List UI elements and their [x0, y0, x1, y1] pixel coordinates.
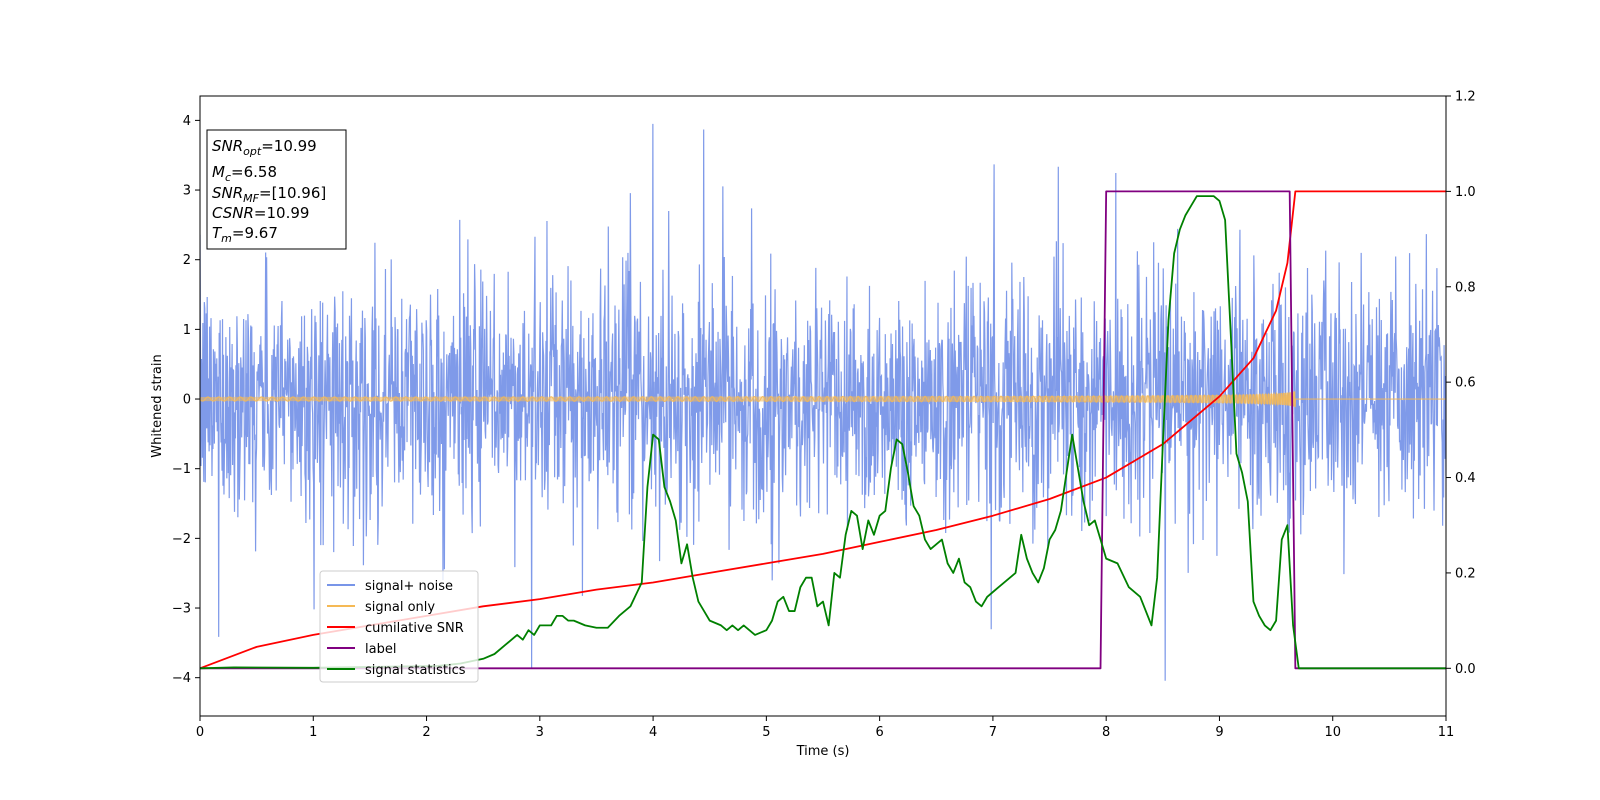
y-left-tick-label: −2: [172, 532, 191, 547]
x-tick-label: 8: [1102, 725, 1110, 740]
y-right-tick-label: 0.2: [1455, 566, 1476, 581]
x-tick-label: 0: [196, 725, 204, 740]
y-right-tick-label: 0.8: [1455, 280, 1476, 295]
info-snr-mf-value: =[10.96]: [259, 184, 326, 202]
legend-entry-signal-statistics: signal statistics: [327, 663, 466, 678]
y-left-tick-label: −4: [172, 671, 191, 686]
x-tick-label: 4: [649, 725, 657, 740]
legend: signal+ noise signal only cumilative SNR…: [319, 570, 479, 683]
y-left-tick-label: −3: [172, 602, 191, 617]
y-right-tick-label: 1.2: [1455, 90, 1476, 105]
axes: 0 1 2 3 4 5 6 7 8 9 10 11 −4 −3 −2 −1 0 1 2 3 4 0.0 0.2 0.4 0.6 0…: [172, 90, 1476, 741]
info-snr-mf: SNRMF=[10.96]: [212, 184, 326, 205]
legend-label-signal-statistics: signal statistics: [365, 663, 466, 678]
info-box: SNRopt=10.99 Mc=6.58 SNRMF=[10.96] CSNR=…: [206, 129, 347, 250]
y-right-tick-label: 1.0: [1455, 185, 1476, 200]
x-tick-label: 9: [1215, 725, 1223, 740]
info-csnr: CSNR=10.99: [212, 204, 309, 222]
x-axis-label: Time (s): [796, 744, 850, 759]
info-snr-opt-value: =10.99: [261, 137, 317, 155]
y-left-tick-label: 2: [183, 253, 191, 268]
x-tick-label: 2: [422, 725, 430, 740]
x-tick-label: 3: [536, 725, 544, 740]
x-tick-label: 6: [875, 725, 883, 740]
y-right-tick-label: 0.6: [1455, 376, 1476, 391]
series-signal-only-envelope: [200, 390, 1296, 408]
legend-label-label: label: [365, 642, 396, 657]
info-snr-mf-label: SNR: [212, 184, 243, 202]
info-csnr-value: =10.99: [254, 204, 310, 222]
legend-entry-signal-only: signal only: [327, 600, 435, 615]
info-mc-label: M: [212, 163, 225, 181]
legend-label-signal-only: signal only: [365, 600, 435, 615]
info-snr-mf-sub: MF: [243, 192, 259, 205]
x-tick-label: 1: [309, 725, 317, 740]
legend-frame: [319, 570, 479, 683]
y-left-tick-label: 4: [183, 114, 191, 129]
y-left-tick-label: 0: [183, 393, 191, 408]
x-tick-label: 10: [1324, 725, 1341, 740]
info-mc: Mc=6.58: [212, 163, 277, 184]
info-tm-sub: m: [221, 232, 232, 245]
legend-entry-signal-noise: signal+ noise: [327, 579, 453, 594]
info-box-frame: [206, 129, 347, 250]
y-left-tick-label: 3: [183, 184, 191, 199]
y-left-tick-label: −1: [172, 462, 191, 477]
info-snr-opt: SNRopt=10.99: [212, 137, 317, 158]
legend-entry-label: label: [327, 642, 396, 657]
info-tm: Tm=9.67: [212, 224, 278, 245]
legend-entry-cumulative-snr: cumilative SNR: [327, 621, 464, 636]
info-csnr-label: CSNR: [212, 204, 254, 222]
x-tick-label: 11: [1438, 725, 1455, 740]
info-mc-sub: c: [225, 171, 231, 184]
y-left-tick-label: 1: [183, 323, 191, 338]
info-tm-value: =9.67: [232, 224, 278, 242]
info-snr-opt-sub: opt: [243, 145, 262, 158]
info-mc-value: =6.58: [231, 163, 277, 181]
info-tm-label: T: [212, 224, 223, 242]
legend-label-cumulative-snr: cumilative SNR: [365, 621, 464, 636]
y-right-tick-label: 0.4: [1455, 471, 1476, 486]
info-snr-opt-label: SNR: [212, 137, 243, 155]
plot-frame: [199, 95, 1447, 717]
series-signal-statistics: [200, 195, 1446, 670]
y-right-tick-label: 0.0: [1455, 662, 1476, 677]
legend-label-signal-noise: signal+ noise: [365, 579, 453, 594]
x-tick-label: 5: [762, 725, 770, 740]
y-axis-label: Whitened strain: [150, 354, 165, 457]
x-tick-label: 7: [989, 725, 997, 740]
